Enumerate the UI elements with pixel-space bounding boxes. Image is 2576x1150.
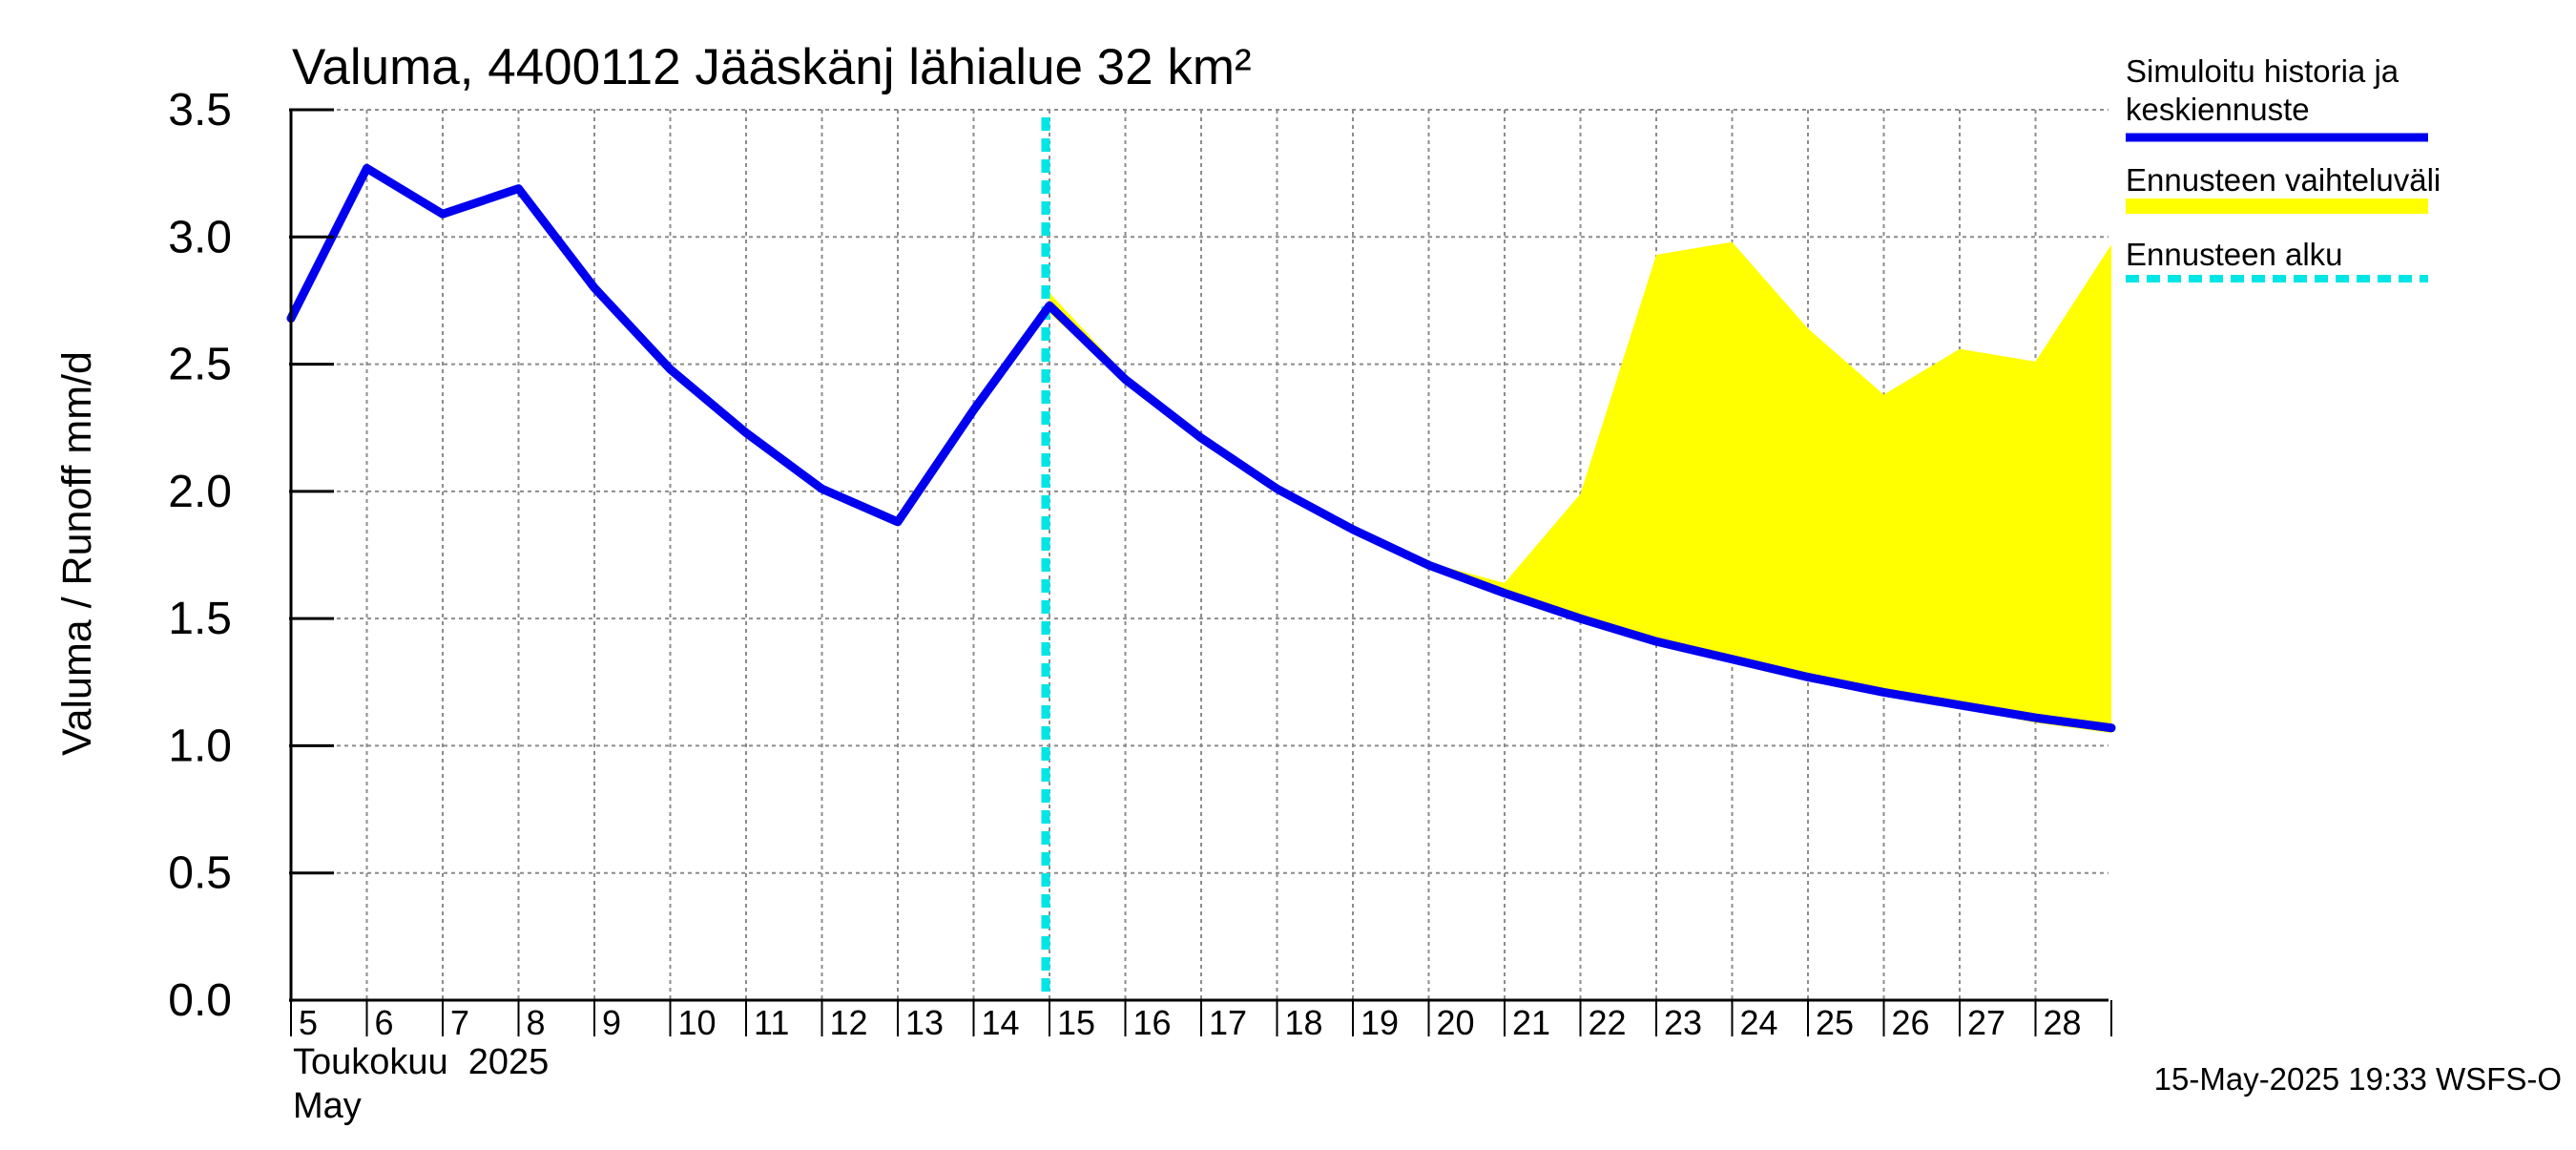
data-point-day-19	[1352, 528, 1354, 531]
x-tick-label: 22	[1589, 1003, 1627, 1042]
data-point-day-29	[2110, 726, 2112, 729]
data-point-day-21	[1504, 592, 1506, 595]
x-tick-label: 17	[1209, 1003, 1247, 1042]
data-point-day-17	[1200, 436, 1202, 439]
y-tick-label: 2.0	[168, 467, 232, 517]
x-tick-label: 11	[754, 1003, 789, 1042]
x-tick-label: 15	[1057, 1003, 1095, 1042]
footer-timestamp: 15-May-2025 19:33 WSFS-O	[2154, 1061, 2562, 1097]
data-point-day-7	[442, 213, 444, 216]
axes	[289, 108, 2112, 1036]
data-point-day-11	[745, 431, 747, 434]
x-tick-labels: 5 6 7 8 9 10 11 12 13 14 15 16 17 18 19 20 21 22 23 24 25 26 2…	[299, 1003, 2082, 1042]
x-tick-label: 25	[1816, 1003, 1854, 1042]
x-tick-label: 27	[1967, 1003, 2005, 1042]
data-point-day-12	[821, 488, 823, 491]
x-tick-label: 18	[1285, 1003, 1323, 1042]
data-point-day-28	[2034, 717, 2037, 720]
x-axis-month-fi: Toukokuu 2025	[293, 1042, 549, 1082]
data-point-day-22	[1579, 617, 1582, 620]
main-series	[286, 163, 2116, 733]
data-point-day-27	[1959, 703, 1961, 706]
legend-label-3: Ennusteen alku	[2126, 237, 2343, 272]
data-point-day-8	[517, 187, 520, 190]
y-tick-label: 0.0	[168, 975, 232, 1026]
x-tick-label: 26	[1892, 1003, 1930, 1042]
x-tick-label: 12	[830, 1003, 868, 1042]
x-tick-label: 19	[1361, 1003, 1399, 1042]
x-tick-label: 16	[1133, 1003, 1172, 1042]
data-point-day-23	[1655, 640, 1657, 643]
y-tick-labels: 0.0 0.5 1.0 1.5 2.0 2.5 3.0 3.5	[168, 85, 232, 1026]
y-tick-label: 1.5	[168, 594, 232, 644]
data-point-day-14	[972, 408, 975, 411]
data-point-day-6	[365, 167, 368, 170]
y-tick-label: 0.5	[168, 848, 232, 899]
x-tick-label: 9	[602, 1003, 621, 1042]
x-tick-label: 24	[1740, 1003, 1778, 1042]
data-point-day-26	[1882, 691, 1885, 694]
data-point-day-15	[1049, 304, 1050, 307]
legend-label-1: Simuloitu historia ja	[2126, 53, 2399, 89]
x-tick-label: 5	[299, 1003, 318, 1042]
x-tick-label: 13	[905, 1003, 944, 1042]
x-tick-label: 21	[1512, 1003, 1550, 1042]
data-point-day-24	[1731, 658, 1734, 660]
y-tick-label: 3.5	[168, 85, 232, 136]
data-point-day-10	[669, 367, 672, 370]
x-tick-label: 10	[678, 1003, 717, 1042]
data-point-day-16	[1124, 378, 1127, 381]
forecast-band-area	[1049, 241, 2111, 734]
y-axis-label: Valuma / Runoff mm/d	[54, 351, 100, 756]
legend-label-2: Ennusteen vaihteluväli	[2126, 162, 2441, 198]
chart-title: Valuma, 4400112 Jääskänj lähialue 32 km²	[292, 39, 1252, 95]
x-tick-label: 7	[450, 1003, 469, 1042]
x-tick-label: 8	[527, 1003, 546, 1042]
x-tick-label: 23	[1664, 1003, 1702, 1042]
y-tick-label: 3.0	[168, 212, 232, 262]
x-tick-label: 6	[375, 1003, 394, 1042]
x-tick-label: 28	[2044, 1003, 2082, 1042]
data-point-day-9	[593, 286, 595, 289]
data-point-day-20	[1427, 564, 1430, 567]
legend-label-1: keskiennuste	[2126, 92, 2310, 127]
y-tick-label: 2.5	[168, 340, 232, 390]
forecast-range-band	[1049, 241, 2111, 734]
data-point-day-13	[897, 520, 899, 523]
x-tick-label: 14	[982, 1003, 1020, 1042]
x-tick-label: 20	[1437, 1003, 1475, 1042]
y-tick-label: 1.0	[168, 721, 232, 771]
x-axis-month-en: May	[293, 1086, 362, 1126]
data-point-day-18	[1276, 488, 1278, 491]
data-point-day-25	[1807, 676, 1809, 679]
